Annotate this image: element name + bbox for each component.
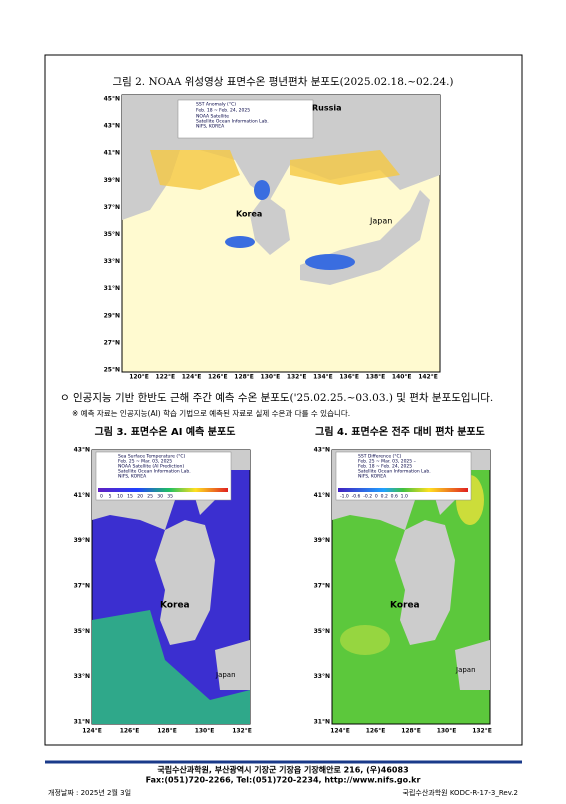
lat-label: 43°N	[74, 447, 90, 454]
lon-label: 124°E	[82, 728, 102, 735]
fig3-title: 그림 3. 표면수온 AI 예측 분포도	[95, 425, 236, 438]
place: Japan	[215, 671, 236, 679]
legend-line: Feb. 18 ~ Feb. 24, 2025	[358, 464, 412, 470]
lon-label: 130°E	[261, 374, 281, 381]
lon-label: 140°E	[392, 374, 412, 381]
legend-line: SST Difference (°C)	[358, 454, 402, 460]
lat-label: 37°N	[74, 583, 90, 590]
lon-label: 130°E	[195, 728, 215, 735]
legend-line: Satellite Ocean Information Lab.	[196, 119, 269, 125]
lat-label: 33°N	[314, 673, 330, 680]
lat-label: 37°N	[314, 583, 330, 590]
lat-label: 39°N	[104, 177, 120, 184]
place: Japan	[455, 666, 476, 674]
lon-label: 132°E	[287, 374, 307, 381]
lat-label: 43°N	[314, 447, 330, 454]
legend-line: Satellite Ocean Information Lab.	[358, 469, 431, 475]
legend-line: NIFS, KOREA	[118, 474, 147, 480]
lon-label: 132°E	[472, 728, 492, 735]
place: Korea	[160, 601, 190, 611]
lon-label: 130°E	[437, 728, 457, 735]
legend-line: NIFS, KOREA	[196, 124, 225, 130]
lat-label: 39°N	[314, 537, 330, 544]
lat-label: 25°N	[104, 367, 120, 374]
legend-line: SST Anomaly (°C)	[196, 102, 236, 108]
lat-label: 35°N	[74, 628, 90, 635]
lat-label: 41°N	[74, 492, 90, 499]
legend-line: NIFS, KOREA	[358, 474, 387, 480]
place: Japan	[369, 217, 392, 226]
lat-label: 37°N	[104, 204, 120, 211]
lat-label: 33°N	[74, 673, 90, 680]
lat-label: 33°N	[104, 258, 120, 265]
lon-label: 124°E	[182, 374, 202, 381]
place: Russia	[312, 104, 342, 113]
lat-label: 35°N	[314, 628, 330, 635]
lon-label: 120°E	[129, 374, 149, 381]
lon-label: 138°E	[366, 374, 386, 381]
lat-label: 29°N	[104, 312, 120, 319]
lat-label: 39°N	[74, 537, 90, 544]
footer-contact: Fax:(051)720-2266, Tel:(051)720-2234, ht…	[146, 776, 421, 785]
lat-label: 31°N	[74, 719, 90, 726]
map-difference	[331, 449, 491, 725]
lon-label: 134°E	[313, 374, 333, 381]
legend-line: Feb. 25 ~ Mar. 03, 2025	[118, 459, 172, 465]
lon-label: 126°E	[120, 728, 140, 735]
footer-address: 국립수산과학원, 부산광역시 기장군 기장읍 기장해안로 216, (우)460…	[157, 765, 408, 775]
legend-line: Feb. 18 ~ Feb. 24, 2025	[196, 108, 250, 114]
legend-line: Satellite Ocean Information Lab.	[118, 469, 191, 475]
lat-label: 31°N	[104, 285, 120, 292]
lon-label: 126°E	[366, 728, 386, 735]
lon-label: 136°E	[339, 374, 359, 381]
lon-label: 122°E	[155, 374, 175, 381]
lon-label: 132°E	[232, 728, 252, 735]
lat-label: 35°N	[104, 231, 120, 238]
note: ※ 예측 자료는 인공지능(AI) 학습 기법으로 예측된 자료로 실제 수온과…	[72, 408, 350, 418]
scale: 0 5 10 15 20 25 30 35	[100, 494, 173, 500]
place: Korea	[390, 601, 420, 611]
fig4-title: 그림 4. 표면수온 전주 대비 편차 분포도	[315, 425, 485, 438]
doc-code: 국립수산과학원 KODC-R-17-3_Rev.2	[403, 788, 518, 797]
lon-label: 128°E	[157, 728, 177, 735]
lat-label: 27°N	[104, 339, 120, 346]
fig2-title: 그림 2. NOAA 위성영상 표면수온 평년편차 분포도(2025.02.18…	[112, 75, 453, 88]
lat-label: 41°N	[104, 150, 120, 157]
scale: -1.0 -0.6 -0.2 0 0.2 0.6 1.0	[340, 494, 408, 500]
legend-line: Sea Surface Temperature (°C)	[118, 454, 185, 460]
lat-label: 43°N	[104, 123, 120, 130]
legend-line: NOAA Satellite	[196, 114, 229, 120]
frame	[44, 54, 523, 746]
map-forecast	[91, 449, 251, 725]
lon-label: 128°E	[401, 728, 421, 735]
revision-date: 개정날짜 : 2025년 2월 3일	[48, 788, 131, 797]
map-anomaly	[121, 94, 441, 373]
legend-line: Feb. 25 ~ Mar. 03, 2025 –	[358, 459, 417, 465]
lat-label: 41°N	[314, 492, 330, 499]
lat-label: 31°N	[314, 719, 330, 726]
lon-label: 126°E	[208, 374, 228, 381]
lon-label: 128°E	[234, 374, 254, 381]
place: Korea	[236, 210, 262, 219]
lon-label: 124°E	[330, 728, 350, 735]
legend-line: NOAA Satellite (AI Prediction)	[118, 464, 184, 470]
lon-label: 142°E	[418, 374, 438, 381]
bullet: ㅇ 인공지능 기반 한반도 근해 주간 예측 수온 분포도('25.02.25.…	[60, 391, 493, 404]
lat-label: 45°N	[104, 96, 120, 103]
